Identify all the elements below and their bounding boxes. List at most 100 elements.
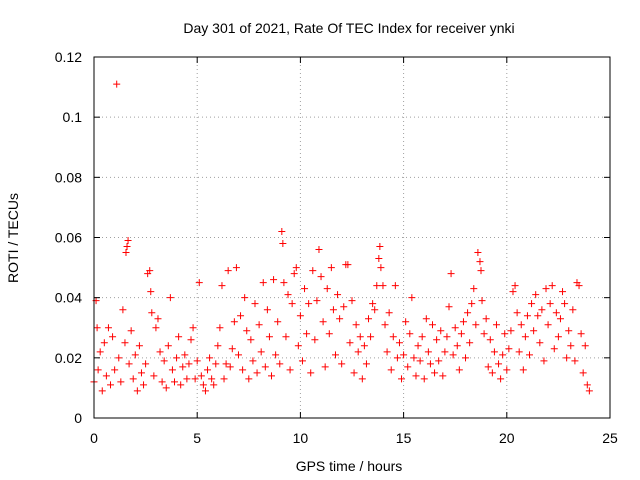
data-point — [272, 351, 280, 359]
data-point — [301, 285, 309, 293]
data-point — [571, 357, 579, 365]
data-point — [117, 378, 125, 386]
data-point — [162, 384, 170, 392]
data-point — [575, 282, 583, 290]
data-point — [290, 270, 298, 278]
data-point — [276, 360, 284, 368]
data-point — [284, 291, 292, 299]
data-point — [164, 342, 172, 350]
data-point — [477, 267, 485, 275]
data-point — [365, 315, 373, 323]
data-point — [177, 381, 185, 389]
data-point — [109, 333, 117, 341]
data-point — [93, 324, 101, 332]
data-point — [100, 339, 108, 347]
data-point — [204, 366, 212, 374]
data-point — [400, 351, 408, 359]
data-point — [499, 351, 507, 359]
data-point — [251, 300, 259, 308]
data-point — [495, 360, 503, 368]
data-point — [387, 366, 395, 374]
data-point — [124, 237, 132, 245]
y-tick-labels: 0 0.02 0.04 0.06 0.08 0.1 0.12 — [55, 49, 82, 426]
data-point — [416, 357, 424, 365]
data-point — [329, 306, 337, 314]
data-point — [464, 309, 472, 317]
data-point — [462, 354, 470, 362]
data-point — [468, 300, 476, 308]
x-tick-label: 15 — [396, 430, 412, 446]
data-point — [104, 324, 112, 332]
data-point — [433, 336, 441, 344]
data-point — [404, 363, 412, 371]
data-point — [119, 306, 127, 314]
data-point — [206, 354, 214, 362]
data-point — [218, 282, 226, 290]
data-point — [303, 330, 311, 338]
data-point — [536, 339, 544, 347]
data-point — [197, 372, 205, 380]
data-point — [379, 282, 387, 290]
data-point — [232, 264, 240, 272]
data-point — [115, 354, 123, 362]
data-point — [472, 321, 480, 329]
data-point — [559, 288, 567, 296]
data-point — [98, 387, 106, 395]
data-point — [546, 300, 554, 308]
data-point — [540, 357, 548, 365]
data-point — [278, 227, 286, 235]
data-point — [556, 315, 564, 323]
data-point — [486, 336, 494, 344]
data-point — [552, 309, 560, 317]
data-point — [507, 327, 515, 335]
data-point — [534, 312, 542, 320]
data-point — [528, 300, 536, 308]
data-point — [567, 342, 575, 350]
data-point — [354, 348, 362, 356]
data-point — [490, 348, 498, 356]
data-point — [418, 333, 426, 341]
x-tick-label: 5 — [193, 430, 201, 446]
data-point — [189, 324, 197, 332]
data-point — [222, 360, 230, 368]
data-point — [210, 381, 218, 389]
data-point — [131, 351, 139, 359]
data-point — [201, 387, 209, 395]
data-point — [150, 372, 158, 380]
data-point — [426, 360, 434, 368]
data-point — [179, 363, 187, 371]
data-point — [476, 258, 484, 266]
data-point — [358, 375, 366, 383]
data-point — [420, 375, 428, 383]
data-point — [255, 321, 263, 329]
data-point — [579, 369, 587, 377]
data-point — [224, 267, 232, 275]
data-point — [445, 303, 453, 311]
data-point — [282, 333, 290, 341]
data-point — [371, 306, 379, 314]
data-point — [331, 351, 339, 359]
data-point — [453, 342, 461, 350]
data-point — [513, 309, 521, 317]
data-point — [122, 249, 130, 257]
data-point — [554, 333, 562, 341]
data-point — [96, 348, 104, 356]
data-point — [253, 369, 261, 377]
data-point — [113, 80, 121, 88]
data-point — [170, 378, 178, 386]
data-point — [296, 312, 304, 320]
data-point — [457, 330, 465, 338]
data-point — [311, 336, 319, 344]
data-point — [142, 360, 150, 368]
x-tick-label: 20 — [499, 430, 515, 446]
data-point — [492, 321, 500, 329]
data-point — [168, 366, 176, 374]
data-point — [319, 318, 327, 326]
data-point — [107, 381, 115, 389]
data-point — [199, 381, 207, 389]
data-point — [123, 243, 131, 251]
data-point — [193, 357, 201, 365]
data-point — [526, 351, 534, 359]
data-point — [257, 348, 265, 356]
